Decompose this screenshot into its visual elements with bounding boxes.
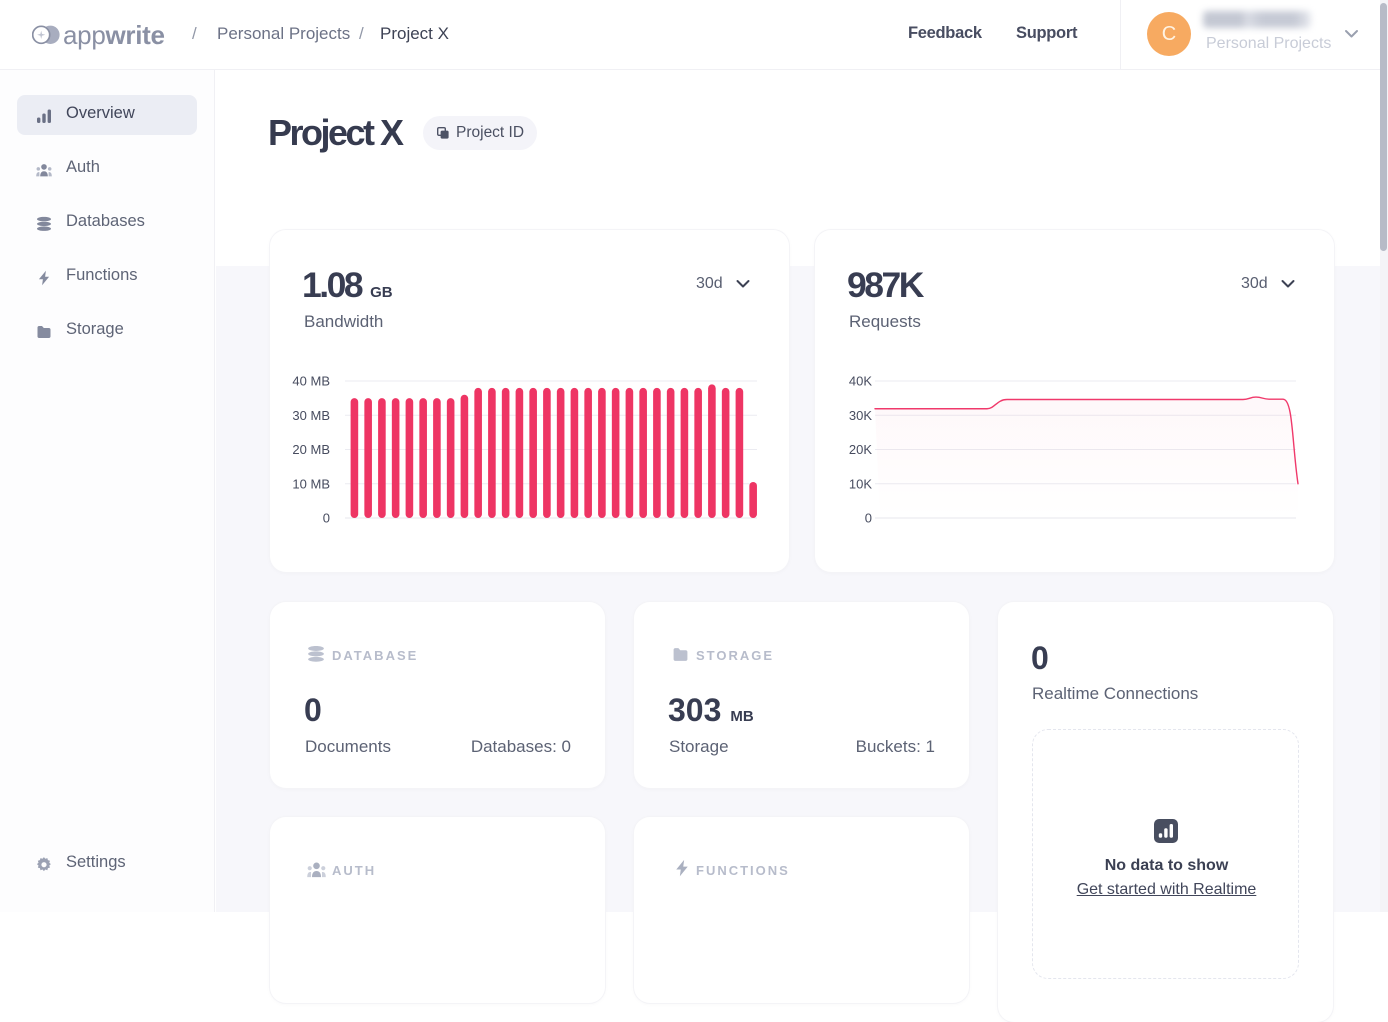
svg-text:30 MB: 30 MB xyxy=(292,408,330,423)
svg-text:0: 0 xyxy=(865,511,872,526)
svg-text:10 MB: 10 MB xyxy=(292,476,330,491)
svg-text:40K: 40K xyxy=(849,374,872,389)
svg-text:30K: 30K xyxy=(849,408,872,423)
svg-text:20 MB: 20 MB xyxy=(292,442,330,457)
svg-text:10K: 10K xyxy=(849,476,872,491)
svg-text:0: 0 xyxy=(323,511,330,526)
svg-text:40 MB: 40 MB xyxy=(292,374,330,389)
svg-text:20K: 20K xyxy=(849,442,872,457)
